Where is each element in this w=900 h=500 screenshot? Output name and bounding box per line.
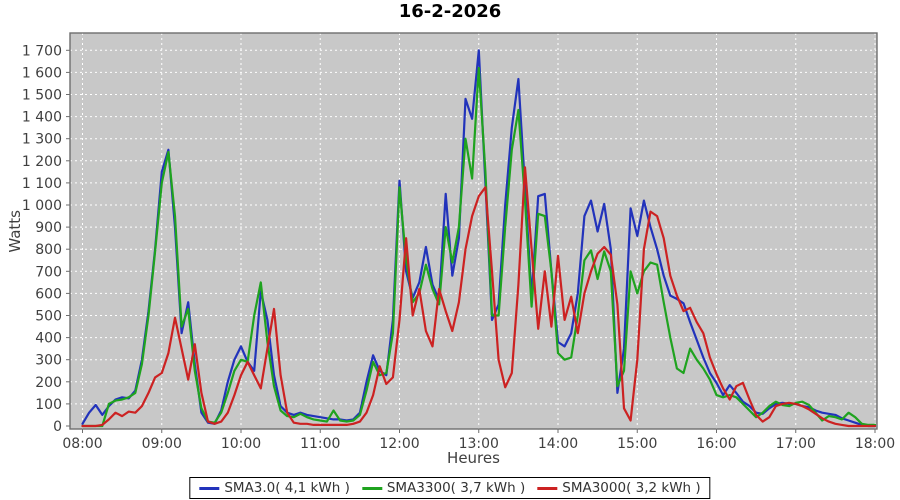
legend-swatch-1	[361, 486, 382, 490]
x-tick-label: 13:00	[459, 436, 499, 452]
x-tick-label: 17:00	[776, 436, 816, 452]
y-tick-label: 1 600	[22, 65, 62, 81]
x-tick-label: 16:00	[696, 436, 736, 452]
legend-item-2: SMA3000( 3,2 kWh )	[537, 480, 701, 496]
y-tick-label: 1 200	[22, 154, 62, 170]
legend-label-1: SMA3300( 3,7 kWh )	[386, 480, 526, 496]
y-tick-label: 0	[53, 419, 62, 435]
x-tick-label: 12:00	[379, 436, 419, 452]
x-tick-label: 09:00	[142, 436, 182, 452]
y-tick-label: 600	[35, 286, 62, 302]
y-tick-label: 1 700	[22, 43, 62, 59]
x-tick-label: 14:00	[538, 436, 578, 452]
legend-item-0: SMA3.0( 4,1 kWh )	[199, 480, 350, 496]
legend-swatch-0	[199, 486, 220, 490]
y-tick-label: 1 000	[22, 198, 62, 214]
plot-canvas: 0 100 200 300 400 500 600 700 800 900 1 000 1 100 1 …	[22, 32, 895, 452]
y-tick-label: 100	[35, 397, 62, 413]
x-tick-label: 18:00	[855, 436, 895, 452]
series-line-2	[81, 166, 877, 428]
y-tick-label: 1 100	[22, 176, 62, 192]
y-tick-label: 300	[35, 353, 62, 369]
chart-title: 16-2-2026	[398, 1, 502, 22]
legend-label-0: SMA3.0( 4,1 kWh )	[224, 480, 350, 496]
y-tick-label: 700	[35, 264, 62, 280]
plot-border	[69, 32, 878, 430]
legend-item-1: SMA3300( 3,7 kWh )	[361, 480, 526, 496]
y-tick-label: 1 500	[22, 88, 62, 104]
legend-box: SMA3.0( 4,1 kWh ) SMA3300( 3,7 kWh ) SMA30…	[189, 477, 711, 499]
y-tick-label: 900	[35, 220, 62, 236]
y-tick-label: 400	[35, 331, 62, 347]
y-tick-label: 1 400	[22, 110, 62, 126]
y-tick-label: 800	[35, 242, 62, 258]
x-tick-label: 10:00	[221, 436, 261, 452]
y-tick-label: 1 300	[22, 132, 62, 148]
tick-labels: 0 100 200 300 400 500 600 700 800 900 1 000 1 100 1 …	[22, 43, 895, 452]
x-tick-label: 11:00	[300, 436, 340, 452]
legend-swatch-2	[537, 486, 558, 490]
x-axis-title: Heures	[447, 449, 500, 467]
x-tick-label: 15:00	[617, 436, 657, 452]
y-tick-label: 200	[35, 375, 62, 391]
x-tick-label: 08:00	[62, 436, 102, 452]
y-tick-label: 500	[35, 309, 62, 325]
legend-label-2: SMA3000( 3,2 kWh )	[562, 480, 701, 496]
